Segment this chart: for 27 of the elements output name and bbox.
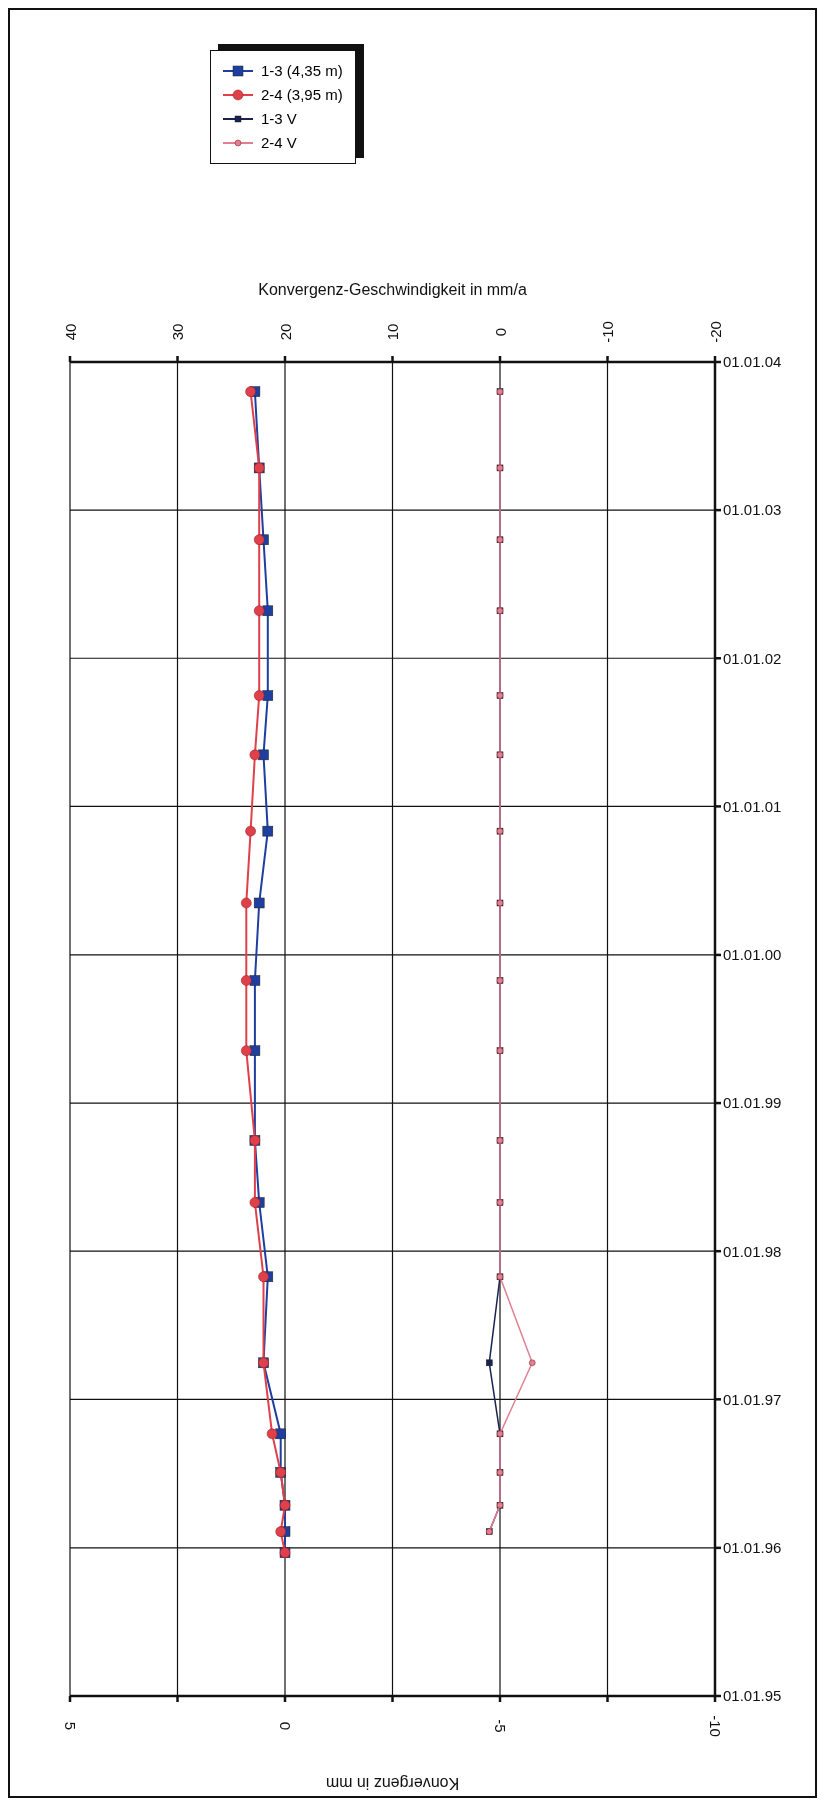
x2-tick-label: 30 — [169, 323, 186, 341]
y-tick-label: 01.01.02 — [723, 649, 782, 667]
x2-tick-label: -20 — [706, 321, 724, 343]
legend-label: 1-3 V — [261, 109, 297, 129]
x2-tick-label: -10 — [599, 321, 616, 343]
x-tick-label: 0 — [276, 1721, 294, 1731]
y-tick-label: 01.01.98 — [723, 1242, 782, 1260]
x2-tick-label: 40 — [61, 323, 79, 341]
x2-axis-title: Konvergenz-Geschwindigkeit in mm/a — [258, 281, 527, 299]
legend-label: 2-4 V — [261, 133, 297, 153]
x2-tick-label: 10 — [384, 323, 401, 341]
x-axis-title: Konvergenz in mm — [325, 1775, 460, 1792]
x-tick-label: -5 — [491, 1719, 509, 1733]
y-tick-label: 01.01.95 — [723, 1687, 782, 1705]
y-tick-label: 01.01.04 — [723, 353, 782, 371]
x2-tick-label: 0 — [491, 327, 509, 337]
y-tick-label: 01.01.03 — [723, 501, 782, 519]
x-tick-label: 5 — [61, 1721, 79, 1731]
y-tick-label: 01.01.00 — [723, 946, 782, 964]
x-tick-label: -10 — [706, 1715, 724, 1737]
y-tick-label: 01.01.01 — [723, 797, 782, 815]
y-tick-label: 01.01.97 — [723, 1390, 782, 1408]
x2-tick-label: 20 — [276, 323, 294, 341]
legend-label: 2-4 (3,95 m) — [261, 85, 343, 105]
y-tick-label: 01.01.96 — [723, 1539, 782, 1557]
y-tick-label: 01.01.99 — [723, 1094, 782, 1112]
legend-label: 1-3 (4,35 m) — [261, 61, 343, 81]
